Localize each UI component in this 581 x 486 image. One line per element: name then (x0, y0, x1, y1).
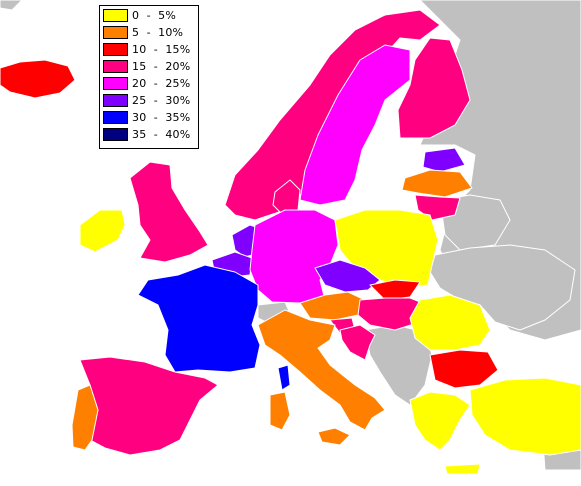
region-germany (249, 209, 339, 304)
region-crete (444, 463, 481, 475)
region-croatia (339, 324, 376, 361)
region-romania (409, 294, 491, 351)
legend-swatch (103, 42, 128, 56)
region-iceland (0, 59, 76, 99)
legend-swatch (103, 110, 128, 124)
region-corsica (277, 364, 291, 391)
legend-swatch (103, 93, 128, 107)
legend-item: 5 - 10% (103, 24, 183, 40)
region-finland (397, 37, 471, 139)
legend-label: 35 - 40% (132, 127, 191, 141)
region-balkans (364, 324, 433, 406)
region-sardinia (269, 391, 291, 431)
region-italy (257, 309, 386, 431)
legend-swatch (103, 8, 128, 22)
region-spain (79, 356, 219, 456)
region-corner-nw (0, 0, 23, 11)
region-slovakia (369, 279, 421, 301)
region-estonia (422, 147, 466, 173)
legend-swatch (103, 76, 128, 90)
legend-item: 0 - 5% (103, 7, 176, 23)
legend-item: 15 - 20% (103, 58, 190, 74)
legend-label: 10 - 15% (132, 42, 191, 56)
region-lithuania (414, 194, 461, 221)
legend-label: 30 - 35% (132, 110, 191, 124)
region-france (137, 264, 261, 373)
legend: 0 - 5% 5 - 10% 10 - 15% 15 - 20% 20 - 25… (99, 5, 199, 149)
legend-label: 5 - 10% (132, 25, 184, 39)
region-portugal (71, 384, 99, 451)
region-sicily (317, 427, 351, 446)
legend-item: 20 - 25% (103, 75, 190, 91)
legend-label: 25 - 30% (132, 93, 191, 107)
legend-label: 15 - 20% (132, 59, 191, 73)
region-belarus (439, 194, 511, 251)
legend-item: 30 - 35% (103, 109, 190, 125)
legend-label: 20 - 25% (132, 76, 191, 90)
region-uk (129, 161, 209, 263)
region-turkey (469, 377, 581, 456)
legend-swatch (103, 25, 128, 39)
legend-item: 25 - 30% (103, 92, 190, 108)
region-sweden (299, 44, 411, 206)
region-ireland (79, 209, 126, 253)
legend-item: 10 - 15% (103, 41, 190, 57)
region-ukraine (429, 244, 576, 331)
legend-swatch (103, 127, 128, 141)
legend-label: 0 - 5% (132, 8, 177, 22)
region-latvia (401, 169, 473, 198)
region-bulgaria (429, 349, 499, 389)
country-regions (0, 9, 581, 475)
region-greece (409, 391, 471, 451)
legend-item: 35 - 40% (103, 126, 190, 142)
legend-swatch (103, 59, 128, 73)
